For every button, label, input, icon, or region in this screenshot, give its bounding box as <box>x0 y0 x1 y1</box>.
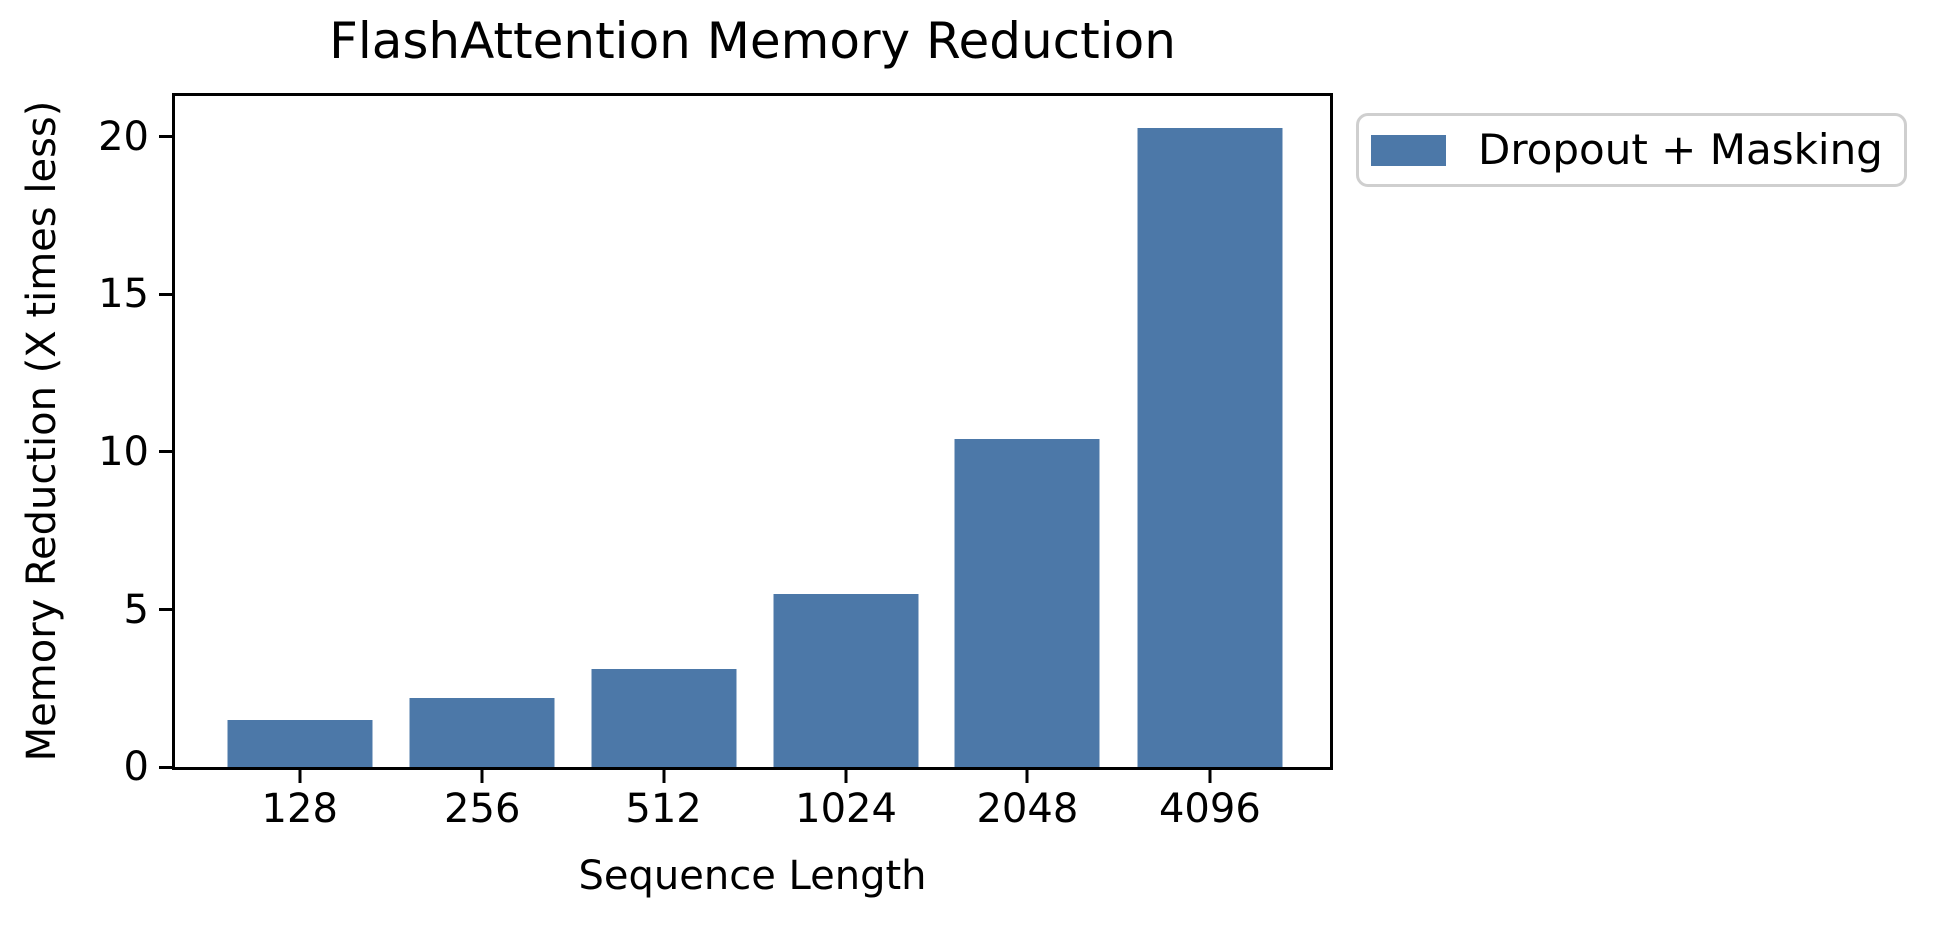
y-axis-label: Memory Reduction (X times less) <box>19 100 65 762</box>
y-tick-mark <box>159 135 172 139</box>
y-tick-label: 15 <box>98 271 149 318</box>
plot-area: 0 5 10 15 20 128 256 512 1024 2048 4096 <box>98 93 1333 831</box>
bar-1024 <box>773 593 919 767</box>
bar-128 <box>227 719 373 767</box>
y-tick-mark <box>159 608 172 611</box>
y-tick-mark <box>159 292 172 296</box>
x-tick-mark <box>480 770 484 783</box>
x-tick-label: 128 <box>261 786 338 832</box>
y-tick-label: 5 <box>123 586 149 633</box>
x-tick-mark <box>1208 770 1212 783</box>
x-axis-label: Sequence Length <box>578 853 927 899</box>
x-tick-mark <box>844 770 848 783</box>
legend: Dropout + Masking <box>1356 113 1907 187</box>
x-tick-label: 2048 <box>976 786 1079 832</box>
bar-2048 <box>954 439 1100 767</box>
legend-label: Dropout + Masking <box>1478 125 1883 174</box>
y-tick-mark <box>159 765 172 769</box>
x-tick-label: 1024 <box>795 786 897 832</box>
x-tick-mark <box>1025 770 1029 783</box>
legend-swatch <box>1371 134 1446 166</box>
chart-title: FlashAttention Memory Reduction <box>329 12 1176 70</box>
y-tick-label: 0 <box>123 744 149 790</box>
bar-512 <box>591 669 737 767</box>
x-tick-label: 256 <box>444 786 521 832</box>
x-tick-mark <box>298 770 302 783</box>
y-tick-mark <box>159 450 172 454</box>
bar-4096 <box>1137 127 1283 767</box>
y-tick-label: 10 <box>98 428 149 475</box>
x-tick-mark <box>662 770 666 783</box>
x-tick-label: 4096 <box>1158 786 1261 832</box>
y-tick-label: 20 <box>98 113 149 160</box>
x-tick-label: 512 <box>625 786 702 832</box>
bar-256 <box>409 697 555 767</box>
